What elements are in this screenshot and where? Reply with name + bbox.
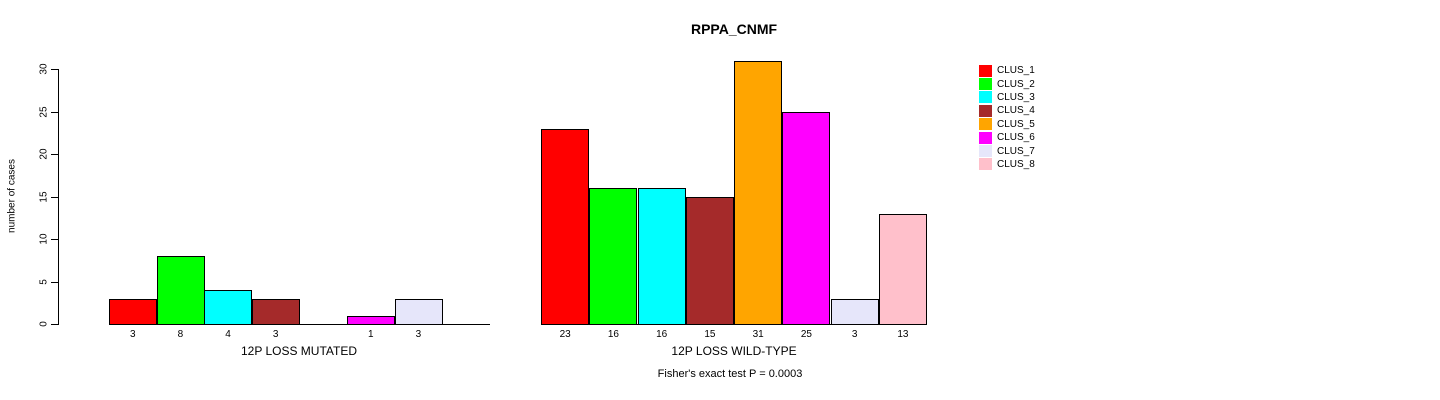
bar-clus_5: [734, 60, 782, 325]
legend-label: CLUS_4: [997, 105, 1035, 117]
y-axis-tick: [51, 69, 58, 70]
bar-value-label: 4: [225, 329, 231, 340]
legend-label: CLUS_6: [997, 132, 1035, 144]
legend-item: CLUS_6: [979, 131, 1035, 144]
bar-clus_7: [831, 298, 879, 325]
legend: CLUS_1 CLUS_2 CLUS_3 CLUS_4 CLUS_5 CLUS_6 CLUS…: [979, 64, 1035, 171]
y-axis-tick: [51, 154, 58, 155]
legend-label: CLUS_7: [997, 145, 1035, 157]
bar-value-label: 3: [130, 329, 136, 340]
legend-swatch: [979, 118, 992, 131]
legend-item: CLUS_4: [979, 104, 1035, 117]
bar-value-label: 15: [704, 329, 716, 340]
bar-clus_1: [109, 298, 157, 325]
legend-item: CLUS_5: [979, 118, 1035, 131]
legend-swatch: [979, 78, 992, 91]
legend-swatch: [979, 91, 992, 104]
legend-label: CLUS_1: [997, 65, 1035, 77]
group-label-mutated: 12P LOSS MUTATED: [240, 344, 358, 358]
y-axis-line: [58, 68, 59, 325]
legend-item: CLUS_8: [979, 158, 1035, 171]
legend-swatch: [979, 104, 992, 117]
bar-value-label: 25: [800, 329, 812, 340]
y-axis-tick: [51, 239, 58, 240]
y-axis-tick: [51, 324, 58, 325]
bar-clus_3: [638, 188, 686, 325]
legend-swatch: [979, 158, 992, 171]
y-axis-tick: [51, 281, 58, 283]
legend-swatch: [979, 145, 992, 158]
bar-clus_4: [252, 298, 300, 325]
y-axis-tick-label: 0: [38, 321, 50, 327]
bar-value-label: 13: [897, 329, 909, 340]
bar-value-label: 16: [607, 329, 619, 340]
bar-clus_4: [686, 196, 734, 325]
bar-value-label: 23: [559, 329, 571, 340]
y-axis-tick-label: 25: [38, 105, 50, 118]
legend-label: CLUS_5: [997, 118, 1035, 130]
bar-clus_2: [157, 256, 205, 325]
legend-swatch: [979, 64, 992, 77]
y-axis-tick: [51, 111, 58, 113]
bar-value-label: 1: [368, 329, 374, 340]
y-axis-tick-label: 15: [38, 190, 50, 203]
y-axis-tick-label: 10: [38, 233, 50, 245]
y-axis-tick-label: 20: [38, 148, 50, 160]
legend-label: CLUS_2: [997, 78, 1035, 90]
bar-clus_6: [347, 315, 395, 325]
bar-clus_6: [782, 111, 830, 325]
bar-value-label: 16: [656, 329, 668, 340]
bar-value-label: 8: [177, 329, 184, 340]
bar-clus_7: [395, 298, 443, 325]
legend-label: CLUS_3: [997, 91, 1035, 103]
legend-item: CLUS_1: [979, 64, 1035, 77]
legend-item: CLUS_7: [979, 144, 1035, 158]
bar-value-label: 3: [415, 329, 422, 340]
fisher-test-annotation: Fisher's exact test P = 0.0003: [657, 368, 803, 380]
y-axis-label: number of cases: [6, 159, 18, 233]
legend-item: CLUS_2: [979, 77, 1035, 91]
bar-clus_1: [541, 128, 589, 325]
legend-swatch: [979, 131, 992, 144]
y-axis-tick-label: 30: [38, 63, 50, 75]
legend-label: CLUS_8: [997, 158, 1035, 170]
bar-value-label: 3: [851, 329, 858, 340]
bar-value-label: 31: [752, 329, 764, 340]
bar-clus_3: [204, 290, 252, 325]
bar-clus_8: [879, 213, 927, 325]
group-label-wild-type: 12P LOSS WILD-TYPE: [671, 344, 797, 358]
bar-value-label: 3: [272, 329, 279, 340]
y-axis-tick: [51, 196, 58, 198]
y-axis-tick-label: 5: [38, 278, 50, 285]
bar-clus_2: [589, 188, 637, 325]
chart-title: RPPA_CNMF: [690, 21, 778, 37]
legend-item: CLUS_3: [979, 91, 1035, 104]
